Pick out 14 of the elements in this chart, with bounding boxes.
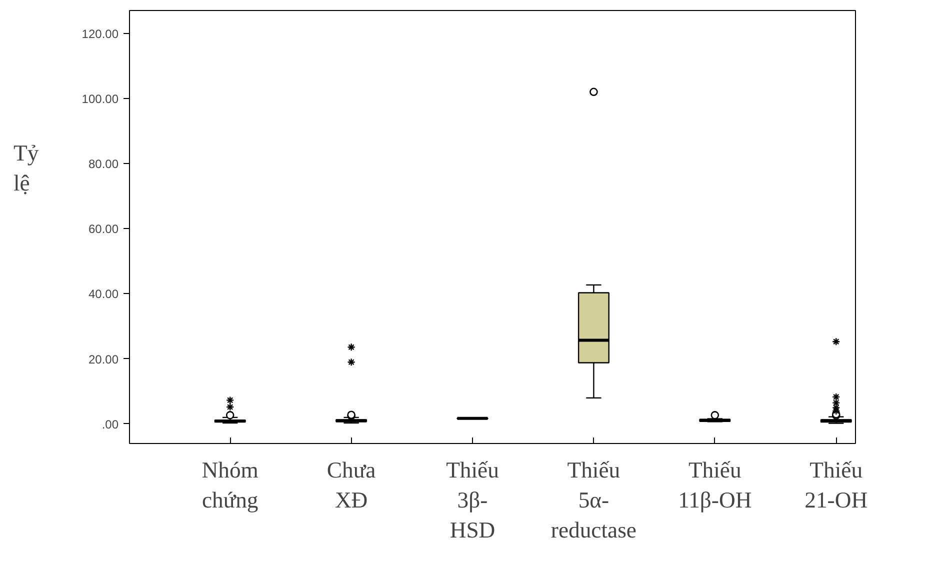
y-tick-label: 20.00 bbox=[88, 352, 119, 366]
x-tick-label: Thiếu 3β- HSD bbox=[446, 458, 499, 542]
x-tick-label: Thiếu 21-OH bbox=[804, 458, 868, 512]
y-tick-label: .00 bbox=[102, 417, 119, 432]
x-tick-label: Nhóm chứng bbox=[202, 458, 259, 512]
y-tick-label: 120.00 bbox=[82, 26, 119, 41]
x-tick-label: Chưa XĐ bbox=[326, 458, 376, 512]
x-tick-label: Thiếu 11β-OH bbox=[678, 458, 752, 512]
y-axis-title: Tỷ lệ bbox=[14, 140, 40, 196]
y-tick-label: 100.00 bbox=[82, 92, 119, 106]
x-tick-label: Thiếu 5α- reductase bbox=[550, 458, 636, 542]
y-tick-label: 80.00 bbox=[88, 157, 119, 172]
y-tick-label: 60.00 bbox=[88, 222, 119, 236]
y-tick-label: 40.00 bbox=[88, 287, 119, 302]
